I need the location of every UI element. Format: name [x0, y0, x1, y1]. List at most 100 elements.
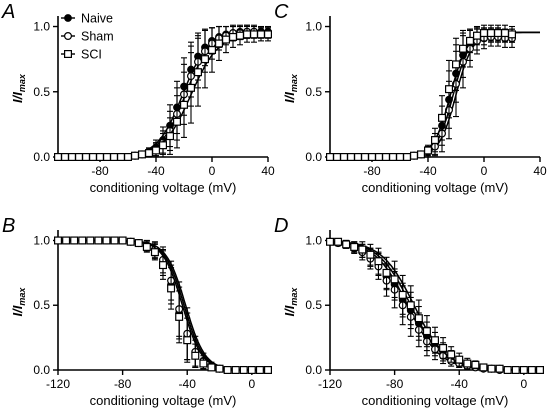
panel-c-series-sci-point — [501, 29, 510, 38]
panel-b-label: B — [2, 215, 15, 237]
panel-a-series-sci-point — [257, 30, 266, 39]
panel-a-series-sci-point — [102, 153, 111, 162]
panel-b-series-sci-point — [239, 366, 248, 375]
panel-a-legend-label: Naive — [81, 12, 113, 26]
panel-c-x-label: conditioning voltage (mV) — [362, 180, 509, 195]
panel-d-series-sci-point — [431, 336, 440, 345]
panel-a-legend-label: Sham — [81, 30, 114, 44]
panel-c-series-sci-point — [375, 153, 384, 162]
panel-a-series-sci-point — [53, 153, 62, 162]
panel-a-legend-marker — [63, 49, 72, 58]
panel-d-series-sci-point — [479, 363, 488, 372]
panel-c-series-sci-point — [480, 29, 489, 38]
panel-d-label: D — [274, 215, 288, 237]
panel-a-series-sci-point — [215, 39, 224, 48]
panel-c-series-sci-point — [368, 153, 377, 162]
panel-a-x-tick-label: -40 — [147, 164, 165, 178]
panel-c-label: C — [274, 1, 289, 23]
panel-c-series-sci-point — [333, 153, 342, 162]
panel-a-legend-marker — [64, 14, 72, 22]
panel-a-x-tick-label: 0 — [209, 164, 216, 178]
panel-c-series-sci-point — [389, 153, 398, 162]
panel-a-series-sci-point — [229, 32, 238, 41]
panel-b-series-sci-point — [231, 366, 240, 375]
panel-b-series-sci-point — [247, 366, 256, 375]
panel-d-y-label: I/Imax — [282, 287, 299, 317]
panel-d-series-sci-point — [350, 242, 359, 251]
panel-a-series-sci-point — [208, 46, 217, 55]
panel-a-series-sci-point — [222, 35, 231, 44]
panel-b-series-sci-point — [78, 236, 87, 245]
panel-c-series-sci — [326, 24, 540, 162]
panel-c-series-sci-point — [487, 29, 496, 38]
panel-c-series-sci-point — [403, 153, 412, 162]
panel-c-series-sci-point — [438, 113, 447, 122]
panel-d-y-tick-label: 1.0 — [305, 233, 322, 247]
panel-c-series-sci-point — [452, 60, 461, 69]
panel-c-series-sci-point — [466, 36, 475, 45]
panel-b-y-tick-label: 0.5 — [33, 298, 50, 312]
panel-d-series-sci-point — [342, 240, 351, 249]
panel-c-x-tick-label: 40 — [533, 164, 547, 178]
panel-b-series-sci-point — [102, 236, 111, 245]
panel-a-x-tick-label: -80 — [91, 164, 109, 178]
panel-d-series-sci-point — [414, 314, 423, 323]
panel-c-x-tick-label: -40 — [419, 164, 437, 178]
panel-a-series-sci-point — [159, 141, 168, 150]
panel-d-x-label: conditioning voltage (mV) — [362, 393, 509, 408]
panel-b-series-sci-point — [118, 236, 127, 245]
panel-d-series-sci-point — [463, 359, 472, 368]
panel-b-series-sci-point — [142, 242, 151, 251]
panel-c-series-sci-point — [361, 153, 370, 162]
panel-d-x-tick-label: -40 — [451, 377, 469, 391]
panel-b-series-sci-point — [223, 366, 232, 375]
panel-d-series-sci-point — [519, 366, 528, 375]
panel-a-y-tick-label: 0.5 — [33, 85, 50, 99]
panel-b-series-sci-point — [110, 236, 119, 245]
panel-a-series-sci-point — [67, 153, 76, 162]
panel-d-series-sci-point — [406, 301, 415, 310]
panel-b-y-tick-label: 0.0 — [33, 363, 50, 377]
panel-b-x-tick-label: -40 — [179, 377, 197, 391]
panel-d-series-sci-point — [487, 364, 496, 373]
panel-a-series-sci-point — [81, 153, 90, 162]
panel-a-y-tick-label: 1.0 — [33, 20, 50, 34]
panel-a-series-sci-point — [194, 68, 203, 77]
panel-a-series-sci-point — [201, 55, 210, 64]
panel-a-legend-label: SCI — [81, 48, 102, 62]
panel-d-series-sci-point — [455, 355, 464, 364]
panel-b-series-sci-point — [167, 284, 176, 293]
panel-b-series-sci — [53, 236, 273, 375]
panel-c-series-sci-point — [410, 151, 419, 160]
panel-b-y-tick-label: 1.0 — [33, 233, 50, 247]
panel-c-series-sci-point — [431, 136, 440, 145]
panel-d-series-sci-point — [495, 364, 504, 373]
panel-a-x-tick-label: 40 — [261, 164, 275, 178]
panel-b-y-label: I/Imax — [10, 287, 27, 317]
panel-d-series-sci-point — [503, 366, 512, 375]
panel-a-y-tick-label: 0.0 — [33, 150, 50, 164]
panel-b: -120 -80 -40 0 0.0 0.5 1.0 conditioning voltage… — [2, 215, 273, 408]
panel-c-y-label: I/Imax — [282, 73, 299, 103]
panel-c-y-tick-label: 0.5 — [305, 85, 322, 99]
panel-a-series-sci-point — [152, 146, 161, 155]
panel-c-x-tick-label: 0 — [481, 164, 488, 178]
panel-b-x-tick-label: -80 — [114, 377, 132, 391]
panel-d-series-sci-point — [358, 245, 367, 254]
panel-d-series-sci-point — [511, 366, 520, 375]
panel-c-series-sci-point — [459, 44, 468, 53]
panel-b-series-sci-point — [126, 237, 135, 246]
panel-d-series-sci-point — [390, 275, 399, 284]
panel-d-series-sci-point — [527, 366, 536, 375]
panel-a-series-sci-point — [60, 153, 69, 162]
panel-a-series-sci-point — [123, 153, 132, 162]
panel-c-y-tick-label: 1.0 — [305, 20, 322, 34]
panel-b-series-sci-point — [175, 312, 184, 321]
panel-c: -80 -40 0 40 0.0 0.5 1.0 conditioning voltage (… — [274, 1, 547, 195]
panel-d: -120 -80 -40 0 0.0 0.5 1.0 conditioning voltage… — [274, 215, 544, 408]
panel-b-series-sci-point — [215, 364, 224, 373]
panel-a-series-sci-point — [243, 30, 252, 39]
panel-b-series-sci-point — [94, 236, 103, 245]
panel-c-series-sci-point — [473, 31, 482, 40]
panel-d-series-sci-point — [366, 250, 375, 259]
